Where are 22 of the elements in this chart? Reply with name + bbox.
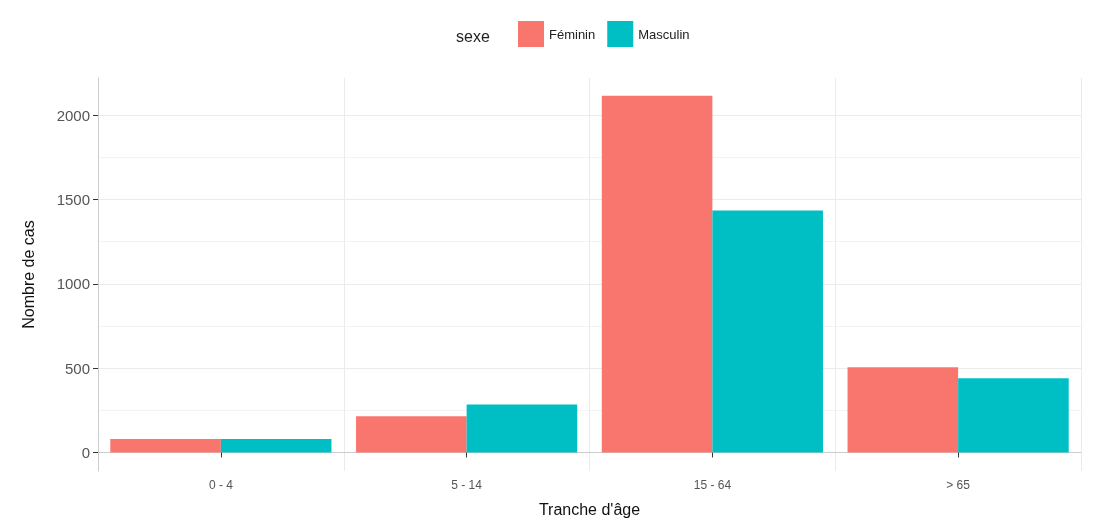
x-axis-title: Tranche d'âge (538, 500, 641, 518)
y-tick-label: 1000 (56, 275, 90, 293)
bar (220, 438, 332, 453)
y-tick-label: 500 (64, 359, 90, 377)
bar (847, 367, 959, 453)
bar (356, 416, 467, 453)
x-tick-label: 15 - 64 (693, 478, 732, 492)
bar (958, 378, 1069, 453)
y-tick-label: 0 (81, 443, 90, 461)
y-axis-title: Nombre de cas (19, 220, 37, 329)
legend-label: Féminin (549, 26, 596, 42)
y-tick-label: 2000 (56, 106, 90, 124)
legend-title: sexe (456, 27, 490, 45)
bar (601, 95, 713, 453)
bar (466, 404, 578, 453)
x-tick-label: 5 - 14 (451, 478, 483, 492)
y-tick-label: 1500 (56, 190, 90, 208)
x-tick-label: 0 - 4 (208, 478, 234, 492)
x-tick-label: > 65 (946, 478, 971, 492)
bar (110, 438, 221, 453)
legend-label: Masculin (638, 26, 690, 42)
bar (712, 210, 823, 453)
